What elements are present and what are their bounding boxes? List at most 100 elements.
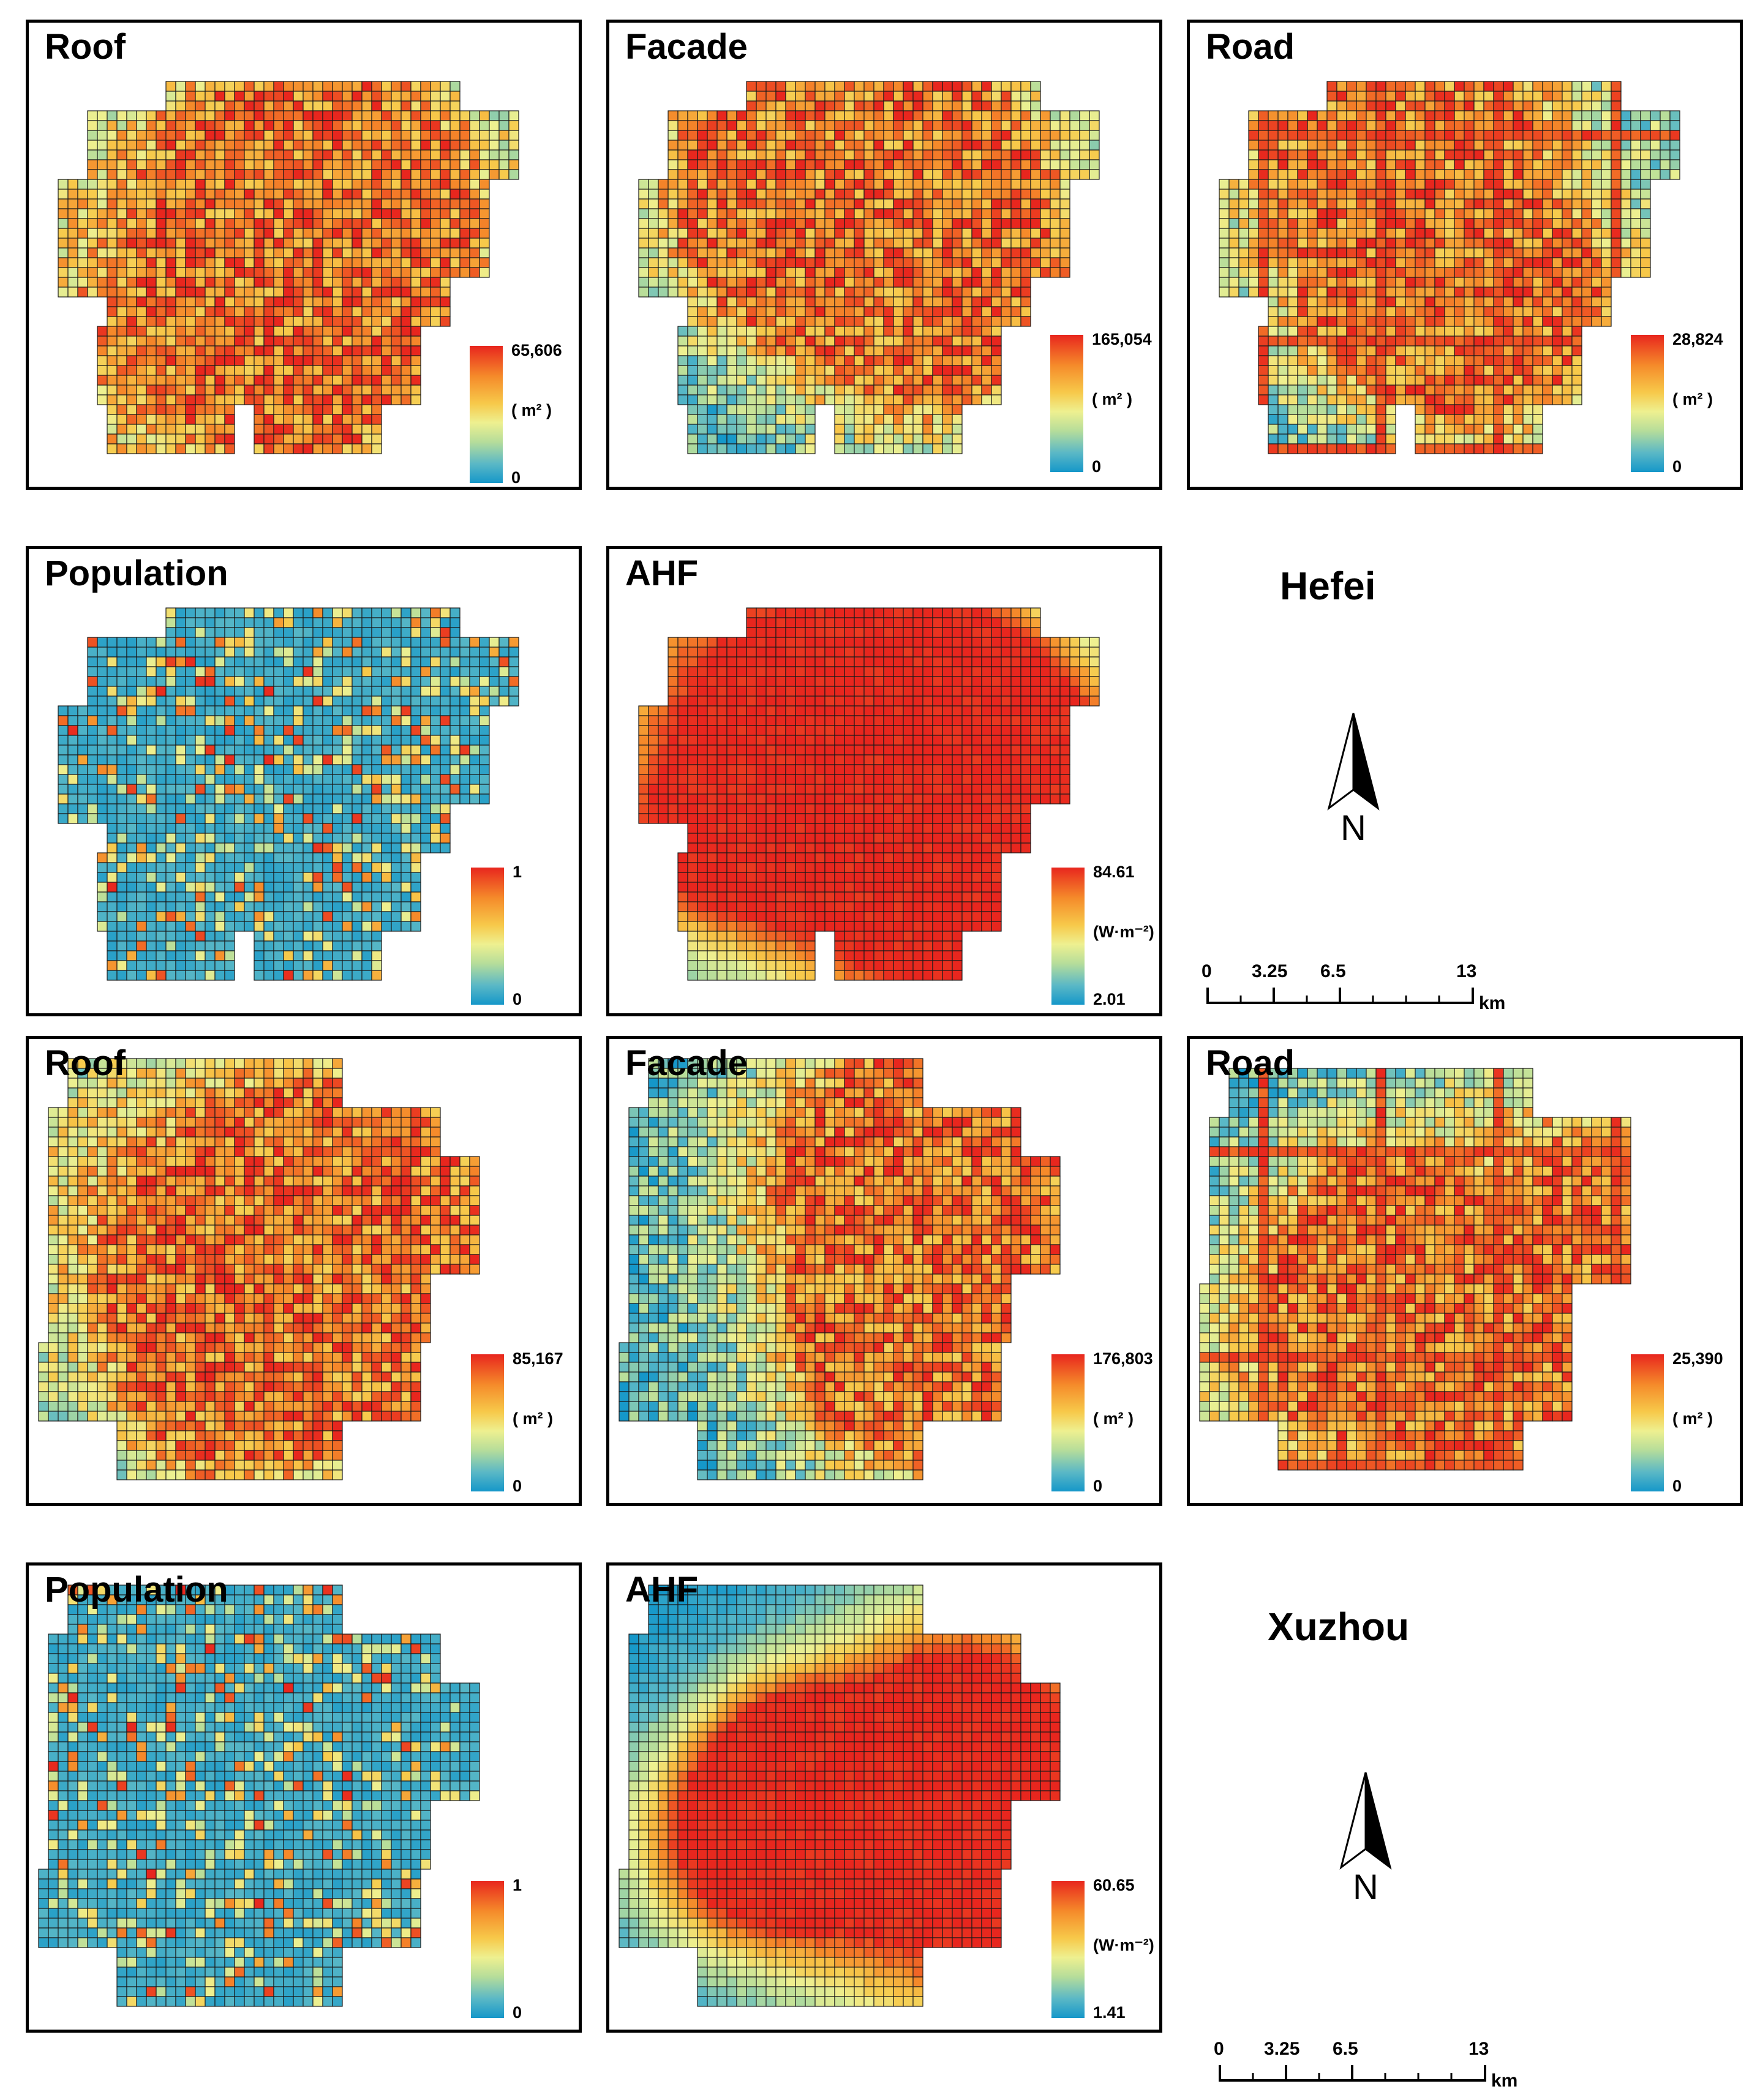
grid-cell bbox=[873, 384, 884, 396]
grid-cell bbox=[97, 120, 108, 131]
grid-cell bbox=[185, 277, 196, 288]
grid-cell bbox=[87, 238, 98, 249]
grid-cell bbox=[185, 744, 196, 756]
grid-cell bbox=[175, 140, 186, 151]
grid-cell bbox=[352, 744, 363, 756]
grid-cell bbox=[126, 257, 137, 268]
grid-cell bbox=[1522, 100, 1533, 111]
grid-cell bbox=[1542, 159, 1553, 170]
grid-cell bbox=[136, 326, 147, 337]
grid-cell bbox=[1268, 140, 1279, 151]
grid-cell bbox=[352, 676, 363, 687]
grid-cell bbox=[1434, 130, 1445, 141]
grid-cell bbox=[1346, 345, 1357, 356]
grid-cell bbox=[1415, 375, 1426, 386]
grid-cell bbox=[107, 404, 118, 415]
grid-cell bbox=[263, 81, 274, 92]
grid-cell bbox=[214, 744, 225, 756]
grid-cell bbox=[687, 198, 698, 209]
grid-cell bbox=[932, 149, 943, 160]
grid-cell bbox=[775, 424, 786, 435]
grid-cell bbox=[381, 247, 392, 258]
grid-cell bbox=[293, 617, 304, 628]
grid-cell bbox=[1405, 247, 1416, 258]
grid-cell bbox=[697, 375, 708, 386]
grid-cell bbox=[136, 140, 147, 151]
grid-cell bbox=[322, 627, 333, 638]
grid-cell bbox=[165, 764, 176, 775]
grid-cell bbox=[195, 120, 206, 131]
grid-cell bbox=[1307, 355, 1318, 366]
grid-cell bbox=[775, 198, 786, 209]
grid-cell bbox=[175, 686, 186, 697]
grid-cell bbox=[707, 316, 718, 327]
grid-cell bbox=[244, 326, 255, 337]
grid-cell bbox=[303, 686, 314, 697]
grid-cell bbox=[214, 110, 225, 121]
grid-cell bbox=[107, 394, 118, 405]
grid-cell bbox=[469, 189, 480, 200]
grid-cell bbox=[1297, 316, 1308, 327]
grid-cell bbox=[449, 686, 461, 697]
grid-cell bbox=[1405, 149, 1416, 160]
grid-cell bbox=[1287, 326, 1298, 337]
grid-cell bbox=[58, 208, 69, 219]
grid-cell bbox=[312, 375, 323, 386]
grid-cell bbox=[854, 277, 865, 288]
grid-cell bbox=[391, 277, 402, 288]
grid-cell bbox=[87, 715, 98, 726]
grid-cell bbox=[1464, 267, 1475, 278]
grid-cell bbox=[205, 267, 216, 278]
grid-cell bbox=[1552, 149, 1563, 160]
grid-cell bbox=[430, 149, 441, 160]
grid-cell bbox=[1366, 189, 1377, 200]
grid-cell bbox=[401, 764, 412, 775]
grid-cell bbox=[1366, 218, 1377, 229]
grid-cell bbox=[371, 149, 382, 160]
grid-cell bbox=[1522, 218, 1533, 229]
grid-cell bbox=[1532, 169, 1543, 180]
grid-cell bbox=[214, 375, 225, 386]
grid-cell bbox=[254, 91, 265, 102]
grid-cell bbox=[814, 110, 825, 121]
grid-cell bbox=[1238, 228, 1249, 239]
grid-cell bbox=[156, 696, 167, 707]
grid-cell bbox=[1424, 316, 1435, 327]
grid-cell bbox=[1307, 208, 1318, 219]
grid-cell bbox=[214, 696, 225, 707]
grid-cell bbox=[1444, 365, 1455, 376]
grid-cell bbox=[638, 218, 649, 229]
grid-cell bbox=[254, 247, 265, 258]
grid-cell bbox=[834, 198, 845, 209]
grid-cell bbox=[420, 91, 431, 102]
grid-cell bbox=[1395, 100, 1406, 111]
grid-cell bbox=[765, 433, 777, 444]
grid-cell bbox=[893, 443, 904, 454]
grid-cell bbox=[893, 336, 904, 347]
grid-cell bbox=[736, 110, 747, 121]
grid-cell bbox=[893, 326, 904, 337]
grid-cell bbox=[697, 238, 708, 249]
grid-cell bbox=[1542, 198, 1553, 209]
grid-cell bbox=[273, 637, 284, 648]
grid-cell bbox=[254, 696, 265, 707]
grid-cell bbox=[971, 257, 982, 268]
grid-cell bbox=[707, 169, 718, 180]
grid-cell bbox=[479, 238, 490, 249]
grid-cell bbox=[312, 198, 323, 209]
grid-cell bbox=[1562, 189, 1573, 200]
grid-cell bbox=[1001, 130, 1012, 141]
grid-cell bbox=[1050, 179, 1061, 190]
grid-cell bbox=[971, 296, 982, 307]
grid-cell bbox=[1287, 355, 1298, 366]
grid-cell bbox=[1522, 140, 1533, 151]
grid-cell bbox=[971, 267, 982, 278]
grid-cell bbox=[1454, 365, 1465, 376]
grid-cell bbox=[1326, 287, 1337, 298]
grid-cell bbox=[195, 735, 206, 746]
grid-cell bbox=[952, 414, 963, 425]
grid-cell bbox=[893, 140, 904, 151]
grid-cell bbox=[1268, 394, 1279, 405]
grid-cell bbox=[322, 705, 333, 716]
grid-cell bbox=[1591, 130, 1602, 141]
